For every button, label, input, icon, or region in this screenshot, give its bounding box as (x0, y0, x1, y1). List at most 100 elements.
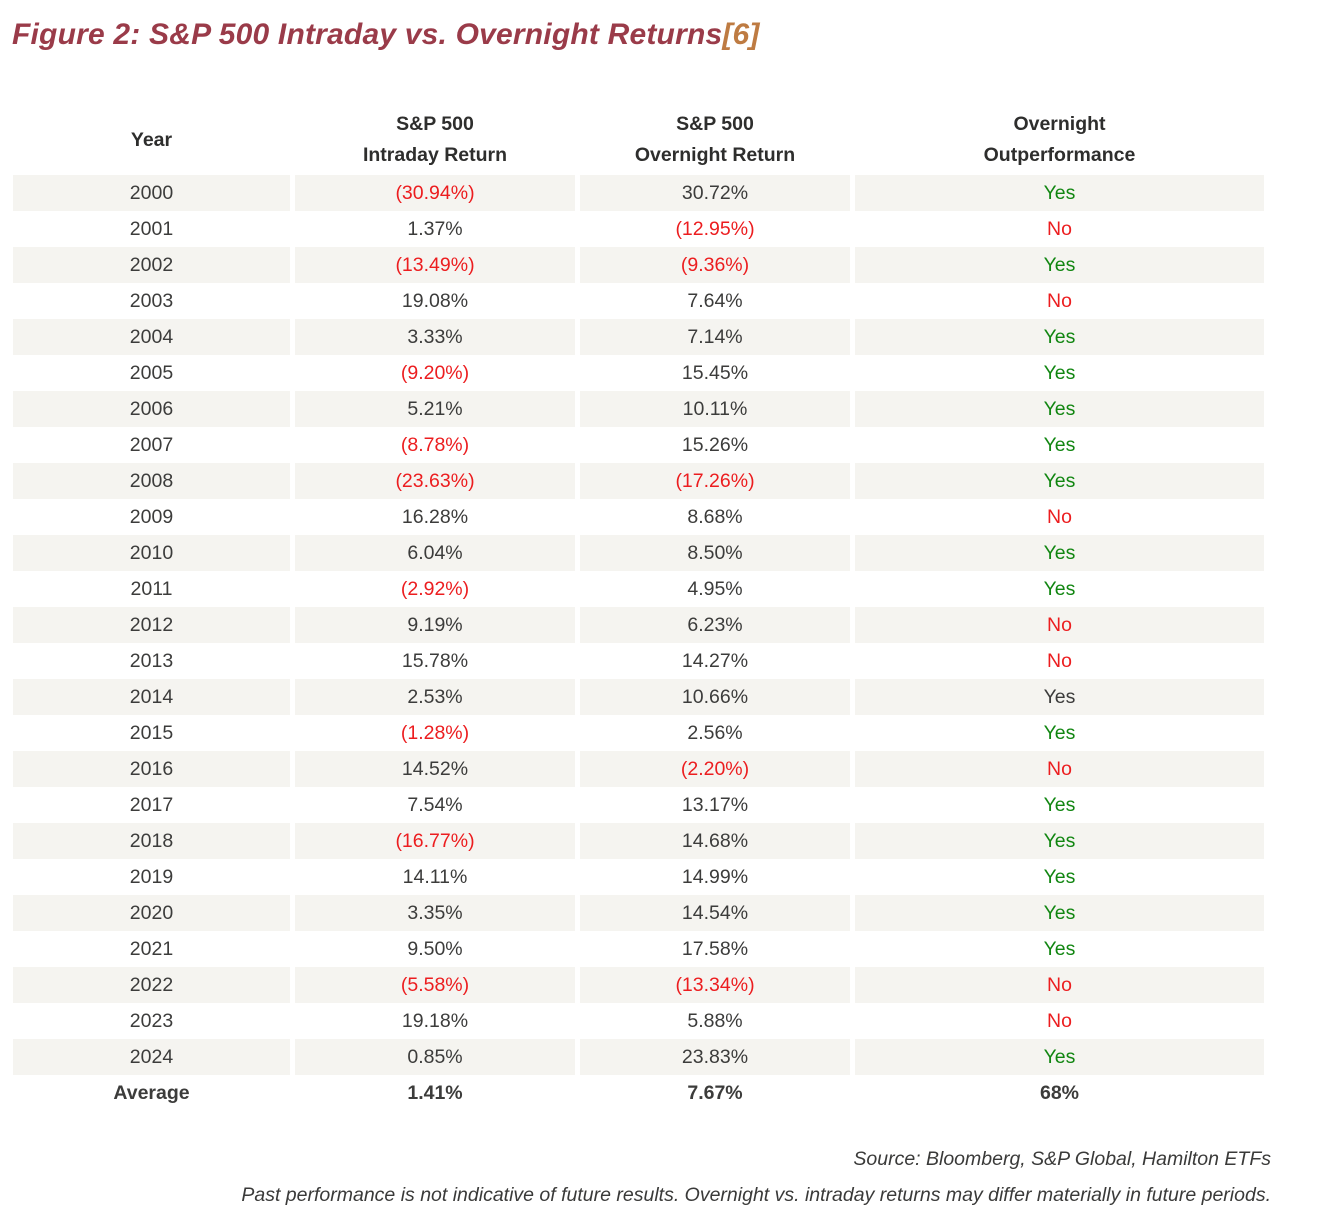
intraday-return-cell: 5.21% (295, 391, 575, 427)
table-row: 2013 15.78% 14.27% No (13, 643, 1264, 679)
table-row: 2005 (9.20%) 15.45% Yes (13, 355, 1264, 391)
intraday-return-cell: 6.04% (295, 535, 575, 571)
outperformance-cell: Yes (855, 679, 1264, 715)
year-cell: Average (113, 1081, 190, 1104)
outperformance-cell: No (855, 751, 1264, 787)
table-body: 2000 (30.94%) 30.72% Yes 2001 1.37% (12.… (13, 175, 1264, 1111)
year-cell: 2021 (129, 937, 174, 960)
intraday-return-cell: 7.54% (407, 793, 463, 816)
overnight-return-cell: 8.68% (687, 505, 743, 528)
overnight-return-cell: 10.66% (580, 679, 850, 715)
overnight-return-cell: 13.17% (681, 793, 749, 816)
overnight-return-cell: 15.26% (681, 433, 749, 456)
overnight-return-cell: 17.58% (681, 937, 749, 960)
year-cell: 2000 (13, 175, 290, 211)
intraday-return-cell: 3.35% (295, 895, 575, 931)
outperformance-cell: Yes (855, 391, 1264, 427)
figure-footer: Source: Bloomberg, S&P Global, Hamilton … (241, 1141, 1271, 1213)
intraday-return-cell: 2.53% (295, 679, 575, 715)
intraday-return-cell: 9.19% (295, 607, 575, 643)
overnight-return-cell: 5.88% (687, 1009, 743, 1032)
intraday-return-cell: 3.33% (295, 319, 575, 355)
outperformance-cell: Yes (855, 463, 1264, 499)
overnight-return-cell: (12.95%) (675, 217, 755, 240)
table-row: 2021 9.50% 17.58% Yes (13, 931, 1264, 967)
outperformance-cell: Yes (855, 247, 1264, 283)
header-intraday-return: S&P 500 Intraday Return (362, 113, 508, 166)
year-cell: 2012 (13, 607, 290, 643)
intraday-return-cell: 14.11% (402, 865, 468, 888)
header-overnight-return: S&P 500 Overnight Return (634, 113, 796, 166)
overnight-return-cell: 7.67% (687, 1081, 743, 1104)
outperformance-cell: Yes (1043, 793, 1076, 816)
intraday-return-cell: (9.20%) (400, 361, 470, 384)
year-cell: 2001 (129, 217, 174, 240)
footnote-reference: [6] (722, 18, 760, 51)
year-cell: 2006 (13, 391, 290, 427)
intraday-return-cell: 0.85% (295, 1039, 575, 1075)
outperformance-cell: No (855, 607, 1264, 643)
table-row: 2004 3.33% 7.14% Yes (13, 319, 1264, 355)
year-cell: 2017 (129, 793, 174, 816)
outperformance-cell: Yes (855, 895, 1264, 931)
year-cell: 2022 (13, 967, 290, 1003)
table-row: 2007 (8.78%) 15.26% Yes (13, 427, 1264, 463)
table-row: 2022 (5.58%) (13.34%) No (13, 967, 1264, 1003)
source-line: Source: Bloomberg, S&P Global, Hamilton … (853, 1148, 1271, 1170)
intraday-return-cell: (8.78%) (400, 433, 470, 456)
year-cell: 2007 (129, 433, 174, 456)
year-cell: 2016 (13, 751, 290, 787)
outperformance-cell: 68% (1039, 1081, 1080, 1104)
table-row: 2017 7.54% 13.17% Yes (13, 787, 1264, 823)
table-row: 2001 1.37% (12.95%) No (13, 211, 1264, 247)
overnight-return-cell: 10.11% (580, 391, 850, 427)
overnight-return-cell: 7.64% (687, 289, 743, 312)
table-row: 2010 6.04% 8.50% Yes (13, 535, 1264, 571)
year-cell: 2024 (13, 1039, 290, 1075)
year-cell: 2005 (129, 361, 174, 384)
outperformance-cell: Yes (855, 535, 1264, 571)
overnight-return-cell: 14.99% (681, 865, 749, 888)
disclaimer-line: Past performance is not indicative of fu… (241, 1184, 1271, 1206)
overnight-return-cell: (17.26%) (580, 463, 850, 499)
outperformance-cell: Yes (1043, 937, 1076, 960)
year-cell: 2009 (129, 505, 174, 528)
year-cell: 2015 (129, 721, 174, 744)
table-row: 2019 14.11% 14.99% Yes (13, 859, 1264, 895)
year-cell: 2013 (129, 649, 174, 672)
table-row: 2002 (13.49%) (9.36%) Yes (13, 247, 1264, 283)
returns-table: Year S&P 500 Intraday Return S&P 500 Overn… (13, 105, 1264, 1111)
table-row: 2003 19.08% 7.64% No (13, 283, 1264, 319)
outperformance-cell: Yes (1043, 433, 1076, 456)
table-row: 2011 (2.92%) 4.95% Yes (13, 571, 1264, 607)
table-row: 2015 (1.28%) 2.56% Yes (13, 715, 1264, 751)
year-cell: 2002 (13, 247, 290, 283)
table-row: 2016 14.52% (2.20%) No (13, 751, 1264, 787)
outperformance-cell: No (1047, 217, 1072, 240)
outperformance-cell: Yes (1043, 577, 1076, 600)
outperformance-cell: Yes (1043, 865, 1076, 888)
year-cell: 2003 (129, 289, 174, 312)
overnight-return-cell: (9.36%) (580, 247, 850, 283)
intraday-return-cell: 15.78% (401, 649, 469, 672)
year-cell: 2023 (129, 1009, 174, 1032)
overnight-return-cell: 6.23% (580, 607, 850, 643)
outperformance-cell: No (1047, 1009, 1072, 1032)
intraday-return-cell: (2.92%) (400, 577, 470, 600)
outperformance-cell: No (1047, 649, 1072, 672)
intraday-return-cell: 16.28% (401, 505, 469, 528)
table-row: 2014 2.53% 10.66% Yes (13, 679, 1264, 715)
intraday-return-cell: (1.28%) (400, 721, 470, 744)
intraday-return-cell: (13.49%) (295, 247, 575, 283)
intraday-return-cell: 1.41% (407, 1081, 463, 1104)
overnight-return-cell: 15.45% (681, 361, 749, 384)
table-row: 2008 (23.63%) (17.26%) Yes (13, 463, 1264, 499)
overnight-return-cell: 23.83% (580, 1039, 850, 1075)
table-row: 2020 3.35% 14.54% Yes (13, 895, 1264, 931)
table-row: Average 1.41% 7.67% 68% (13, 1075, 1264, 1111)
year-cell: 2010 (13, 535, 290, 571)
outperformance-cell: Yes (855, 823, 1264, 859)
intraday-return-cell: 19.18% (401, 1009, 469, 1032)
outperformance-cell: No (855, 967, 1264, 1003)
outperformance-cell: Yes (1043, 361, 1076, 384)
